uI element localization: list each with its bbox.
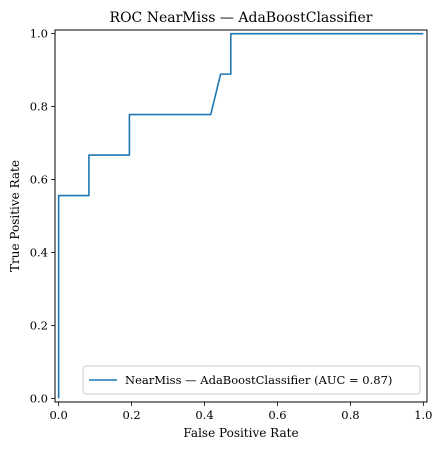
legend: NearMiss — AdaBoostClassifier (AUC = 0.8… <box>82 365 421 395</box>
plot-frame <box>54 29 428 403</box>
y-tick-label: 0.8 <box>30 100 48 114</box>
legend-box <box>82 365 421 395</box>
y-tick-label: 0.4 <box>30 245 48 259</box>
y-tick-label: 0.2 <box>30 318 48 332</box>
x-axis-label: False Positive Rate <box>183 426 298 440</box>
x-tick-label: 0.4 <box>195 408 213 422</box>
x-axis-ticks: 0.0 0.2 0.4 0.6 0.8 1.0 <box>49 402 433 422</box>
x-tick-label: 0.6 <box>268 408 286 422</box>
roc-curve-line <box>57 32 424 399</box>
y-tick-label: 0.0 <box>30 391 48 405</box>
legend-label: NearMiss — AdaBoostClassifier (AUC = 0.8… <box>125 373 392 387</box>
chart-title: ROC NearMiss — AdaBoostClassifier <box>110 10 373 26</box>
x-tick-label: 1.0 <box>414 408 432 422</box>
x-tick-label: 0.2 <box>122 408 140 422</box>
x-tick-label: 0.8 <box>341 408 359 422</box>
x-tick-label: 0.0 <box>49 408 67 422</box>
y-axis-label: True Positive Rate <box>8 160 22 272</box>
y-tick-label: 1.0 <box>30 27 48 41</box>
y-axis-ticks: 0.0 0.2 0.4 0.6 0.8 1.0 <box>30 27 55 405</box>
y-tick-label: 0.6 <box>30 173 48 187</box>
series-layer <box>57 32 424 399</box>
